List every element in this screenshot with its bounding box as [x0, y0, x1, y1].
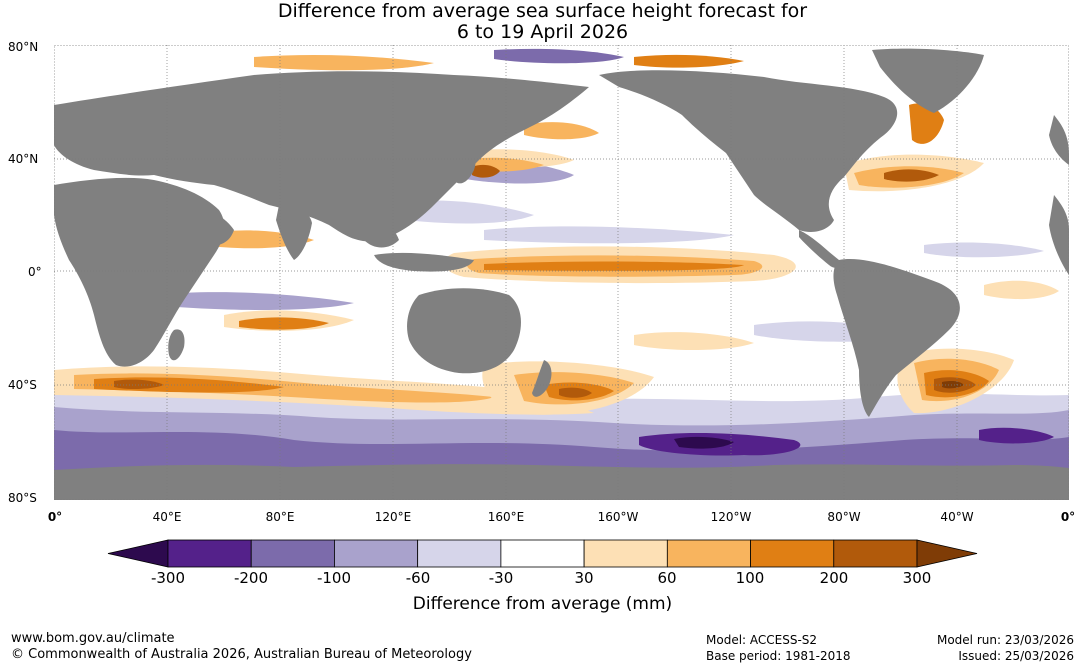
lat-label-40n: 40°N — [8, 152, 39, 166]
tropical-pacific-purple — [484, 226, 734, 244]
kuroshio-core — [472, 164, 500, 178]
lon-label-120e: 120°E — [374, 510, 412, 524]
arabia — [184, 208, 234, 246]
equatorial-pacific-core — [484, 261, 744, 271]
lon-label-0-left: 0° — [47, 510, 63, 524]
indian-ocean-purple — [154, 292, 354, 310]
map-border — [54, 45, 1069, 500]
arctic-dark-orange — [634, 54, 744, 68]
colour-bar-tick-label: 30 — [574, 569, 594, 587]
colour-bar-tick-label: 100 — [735, 569, 765, 587]
graticule — [54, 45, 1069, 500]
positive-anomaly-regions — [54, 54, 1059, 415]
lon-label-0-right: 0° — [1060, 510, 1076, 524]
new-zealand — [532, 360, 552, 397]
gulf-stream-core — [884, 169, 939, 182]
equatorial-atlantic-light — [984, 280, 1059, 300]
colour-bar-tick-label: -60 — [405, 569, 431, 587]
colour-bar-segment — [500, 539, 585, 568]
acc-band-darkest — [114, 379, 164, 390]
indonesia — [374, 252, 474, 272]
colour-bar-segment — [666, 539, 751, 568]
north-pacific-patch — [524, 122, 599, 140]
antarctica — [54, 464, 1069, 500]
colour-bar-segment — [833, 539, 918, 568]
arctic-orange — [254, 55, 434, 71]
lon-label-80w: 80°W — [827, 510, 861, 524]
lon-label-160w: 160°W — [597, 510, 639, 524]
madagascar — [168, 329, 185, 361]
south-indian-orange — [239, 317, 329, 330]
south-atlantic-darkest — [942, 381, 964, 389]
colour-bar-segment — [583, 539, 668, 568]
map-title-line-1: Difference from average sea surface heig… — [277, 0, 808, 22]
colour-bar-arrow-low — [107, 539, 169, 568]
colour-bar-arrow-high — [916, 539, 978, 568]
lat-label-40s: 40°S — [8, 378, 37, 392]
japan — [454, 149, 476, 184]
colour-bar-tick-label: -300 — [150, 569, 186, 587]
footer-base-period: Base period: 1981-2018 — [706, 649, 851, 663]
eurasia — [54, 71, 589, 242]
footer-model-run: Model run: 23/03/2026 — [936, 633, 1074, 647]
lat-label-equator: 0° — [28, 265, 42, 279]
colour-bar-title: Difference from average (mm) — [412, 594, 673, 614]
lat-label-80s: 80°S — [8, 491, 37, 505]
india — [276, 204, 312, 260]
colour-bar-segment — [417, 539, 502, 568]
lon-label-80e: 80°E — [265, 510, 295, 524]
tasman-core — [559, 387, 592, 398]
colour-bar-segment — [250, 539, 335, 568]
colour-bar-tick-label: 60 — [657, 569, 677, 587]
africa-west-edge — [1049, 195, 1069, 275]
southeast-asia — [353, 214, 399, 248]
north-america — [599, 70, 898, 232]
north-atlantic-purple — [924, 242, 1044, 258]
australia — [407, 288, 521, 374]
colour-bar-segment — [750, 539, 835, 568]
footer-website: www.bom.gov.au/climate — [11, 631, 175, 646]
footer-copyright: © Commonwealth of Australia 2026, Austra… — [11, 647, 472, 662]
lat-label-80n: 80°N — [8, 40, 39, 54]
central-america — [799, 230, 841, 268]
labrador-orange — [909, 103, 944, 144]
lon-label-40w: 40°W — [940, 510, 974, 524]
africa — [54, 177, 225, 367]
greenland — [872, 48, 984, 114]
europe-west — [1049, 115, 1069, 165]
land — [54, 48, 1069, 500]
footer-issued: Issued: 25/03/2026 — [958, 649, 1074, 663]
colour-bar-tick-label: 200 — [819, 569, 849, 587]
colour-bar-segment — [167, 539, 252, 568]
lon-label-120w: 120°W — [710, 510, 752, 524]
colour-bar-segment — [334, 539, 419, 568]
south-pacific-patch — [634, 332, 754, 350]
colour-bar-tick-label: -100 — [316, 569, 352, 587]
map-title-line-2: 6 to 19 April 2026 — [456, 21, 629, 43]
colour-bar-tick-label: -200 — [233, 569, 269, 587]
pacific-sector-deepest-purple — [674, 436, 734, 449]
south-america — [833, 259, 960, 417]
map-canvas — [54, 45, 1069, 500]
arctic-purple — [494, 48, 624, 64]
footer-model: Model: ACCESS-S2 — [706, 633, 818, 647]
lon-label-40e: 40°E — [152, 510, 182, 524]
sea-surface-height-map — [54, 45, 1069, 500]
lon-label-160e: 160°E — [487, 510, 525, 524]
colour-bar-tick-label: -30 — [488, 569, 514, 587]
atlantic-sector-dark-purple — [979, 427, 1054, 444]
colour-bar-tick-label: 300 — [902, 569, 932, 587]
